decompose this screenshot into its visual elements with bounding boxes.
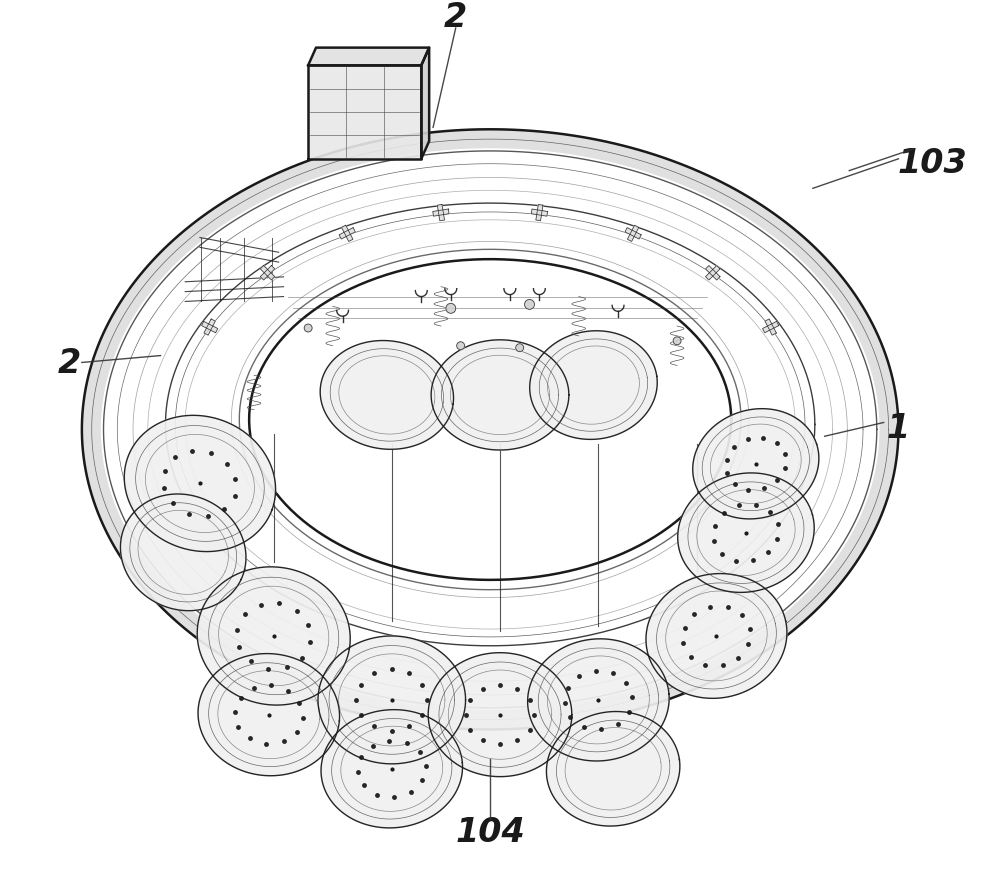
Polygon shape bbox=[321, 709, 463, 828]
Polygon shape bbox=[120, 495, 246, 611]
Polygon shape bbox=[197, 567, 350, 705]
Polygon shape bbox=[82, 130, 898, 730]
Polygon shape bbox=[763, 322, 779, 333]
Circle shape bbox=[446, 304, 456, 314]
Text: 103: 103 bbox=[898, 147, 968, 180]
Polygon shape bbox=[706, 267, 720, 281]
Polygon shape bbox=[437, 205, 444, 222]
Text: 1: 1 bbox=[887, 411, 910, 445]
Polygon shape bbox=[204, 319, 215, 336]
Text: 2: 2 bbox=[444, 1, 467, 33]
Polygon shape bbox=[546, 712, 680, 826]
Polygon shape bbox=[528, 639, 669, 761]
Polygon shape bbox=[421, 48, 429, 160]
Polygon shape bbox=[124, 416, 276, 552]
Circle shape bbox=[304, 324, 312, 332]
Polygon shape bbox=[627, 226, 639, 242]
Polygon shape bbox=[342, 226, 353, 242]
Polygon shape bbox=[102, 150, 879, 710]
Polygon shape bbox=[260, 267, 275, 281]
Circle shape bbox=[516, 345, 524, 353]
Polygon shape bbox=[646, 574, 787, 699]
Polygon shape bbox=[431, 340, 569, 451]
Polygon shape bbox=[308, 67, 421, 160]
Polygon shape bbox=[765, 319, 776, 336]
Text: 2: 2 bbox=[57, 346, 81, 380]
Circle shape bbox=[457, 342, 465, 350]
Polygon shape bbox=[693, 410, 819, 519]
Text: 104: 104 bbox=[455, 816, 525, 848]
Polygon shape bbox=[202, 322, 218, 333]
Polygon shape bbox=[706, 267, 720, 281]
Polygon shape bbox=[320, 341, 454, 450]
Circle shape bbox=[673, 338, 681, 346]
Polygon shape bbox=[678, 474, 814, 593]
Polygon shape bbox=[308, 48, 429, 67]
Polygon shape bbox=[433, 210, 449, 217]
Polygon shape bbox=[260, 267, 275, 281]
Polygon shape bbox=[625, 228, 641, 239]
Polygon shape bbox=[531, 210, 548, 217]
Polygon shape bbox=[530, 332, 657, 440]
Circle shape bbox=[525, 300, 534, 310]
Polygon shape bbox=[339, 228, 355, 239]
Polygon shape bbox=[198, 654, 340, 776]
Polygon shape bbox=[428, 653, 572, 777]
Polygon shape bbox=[318, 636, 466, 764]
Polygon shape bbox=[536, 205, 543, 222]
